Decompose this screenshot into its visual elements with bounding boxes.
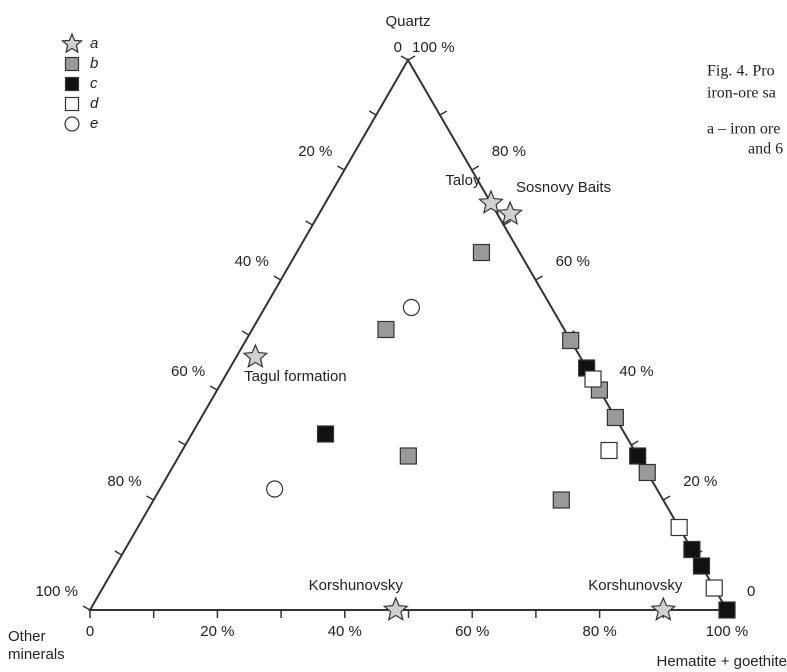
caption-line: iron-ore sa	[707, 85, 776, 102]
tick-mark	[407, 55, 416, 61]
triangle	[88, 58, 729, 611]
square-marker	[377, 320, 395, 339]
square-marker	[64, 96, 80, 112]
tick-mark	[471, 165, 480, 171]
legend-label: c	[90, 75, 98, 92]
left-tick-label: 80 %	[107, 473, 141, 490]
point-label: Tagul formation	[244, 368, 347, 385]
circle-marker	[402, 298, 421, 317]
star-marker	[61, 32, 83, 54]
square-marker	[316, 425, 335, 443]
square-marker	[64, 56, 80, 72]
square-marker	[683, 540, 701, 559]
right-tick-label: 100 %	[412, 39, 455, 56]
square-marker	[584, 370, 602, 388]
caption-line: and 6	[748, 141, 783, 158]
square-marker	[638, 463, 656, 482]
legend-label: b	[90, 55, 98, 72]
star-marker	[478, 189, 504, 214]
tick-mark	[146, 495, 154, 501]
tick-mark	[241, 330, 250, 336]
vertex-label: Other minerals	[8, 628, 65, 663]
right-tick-label: 0	[747, 583, 755, 600]
star-marker	[242, 343, 269, 368]
bottom-tick-label: 0	[86, 623, 94, 640]
tick-mark	[178, 440, 186, 446]
right-tick-label: 60 %	[556, 253, 590, 270]
left-tick-label: 0	[394, 39, 402, 56]
square-marker	[562, 331, 580, 350]
point-label: Korshunovsky	[588, 577, 683, 594]
tick-mark	[337, 165, 345, 171]
square-marker	[705, 579, 723, 597]
tick-mark	[209, 385, 218, 391]
right-tick-label: 20 %	[683, 473, 717, 490]
circle-marker	[64, 116, 80, 132]
legend-label: e	[90, 115, 98, 132]
tick-mark	[662, 495, 671, 501]
vertex-label: Quartz	[385, 13, 430, 30]
left-tick-label: 20 %	[298, 143, 332, 160]
tick-mark	[114, 550, 123, 556]
bottom-tick-label: 100 %	[706, 623, 749, 640]
left-tick-label: 60 %	[171, 363, 205, 380]
tick-mark	[630, 440, 639, 446]
tick-mark	[439, 110, 448, 116]
point-label: Korshunovsky	[309, 577, 404, 594]
square-marker	[606, 408, 624, 427]
bottom-tick-label: 60 %	[455, 623, 489, 640]
tick-mark	[82, 605, 91, 611]
square-marker	[718, 601, 736, 619]
bottom-tick-label: 40 %	[328, 623, 362, 640]
caption-line: Fig. 4. Pro	[707, 63, 775, 80]
point-label: Sosnovy Baits	[516, 179, 611, 196]
square-marker	[629, 447, 647, 465]
tick-mark	[305, 220, 313, 226]
square-marker	[670, 518, 688, 537]
right-tick-label: 80 %	[492, 143, 526, 160]
tick-mark	[400, 55, 409, 61]
left-tick-label: 40 %	[235, 253, 269, 270]
right-tick-label: 40 %	[619, 363, 653, 380]
tick-mark	[535, 275, 543, 281]
square-marker	[692, 557, 711, 575]
square-marker	[600, 441, 618, 460]
legend-label: a	[90, 35, 98, 52]
tick-mark	[273, 275, 282, 281]
tick-mark	[368, 110, 377, 116]
square-marker	[472, 243, 491, 262]
square-marker	[64, 76, 80, 92]
star-marker	[497, 200, 523, 225]
left-tick-label: 100 %	[35, 583, 78, 600]
bottom-tick-label: 80 %	[582, 623, 616, 640]
star-marker	[382, 596, 409, 621]
square-marker	[552, 491, 570, 509]
legend-label: d	[90, 95, 99, 112]
tick-mark	[503, 220, 512, 226]
circle-marker	[266, 480, 284, 498]
vertex-label: Hematite + goethite	[657, 653, 787, 670]
bottom-tick-label: 20 %	[200, 623, 234, 640]
caption-line: a – iron ore	[707, 121, 780, 138]
square-marker	[399, 447, 417, 465]
star-marker	[650, 596, 677, 621]
point-label: Taloy	[445, 172, 481, 189]
